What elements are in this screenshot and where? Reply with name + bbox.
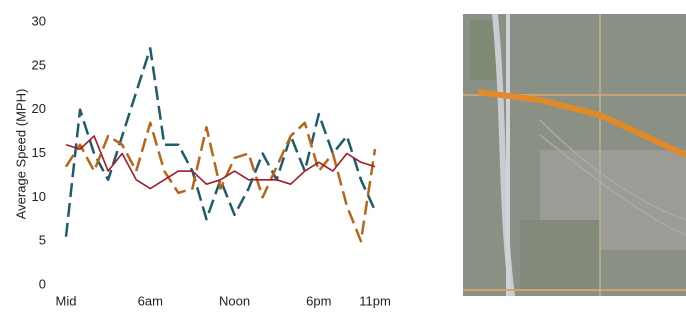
map [463, 14, 686, 296]
y-axis-label: Average Speed (MPH) [13, 89, 28, 220]
x-tick-label: Mid [56, 293, 77, 308]
x-tick-label: 11pm [359, 293, 391, 308]
x-tick-label: 6pm [306, 293, 331, 308]
chart: Average Speed (MPH) 0 5 10 15 20 25 30 Mid 6am No… [0, 0, 686, 318]
series-line [66, 48, 375, 236]
y-tick-label: 10 [32, 189, 46, 204]
y-tick-label: 20 [32, 101, 46, 116]
y-tick-label: 5 [39, 233, 46, 248]
x-tick-label: Noon [219, 293, 250, 308]
x-tick-label: 6am [138, 293, 163, 308]
y-tick-label: 30 [32, 13, 46, 28]
y-tick-label: 25 [32, 57, 46, 72]
y-tick-label: 0 [39, 276, 46, 291]
y-tick-label: 15 [32, 145, 46, 160]
